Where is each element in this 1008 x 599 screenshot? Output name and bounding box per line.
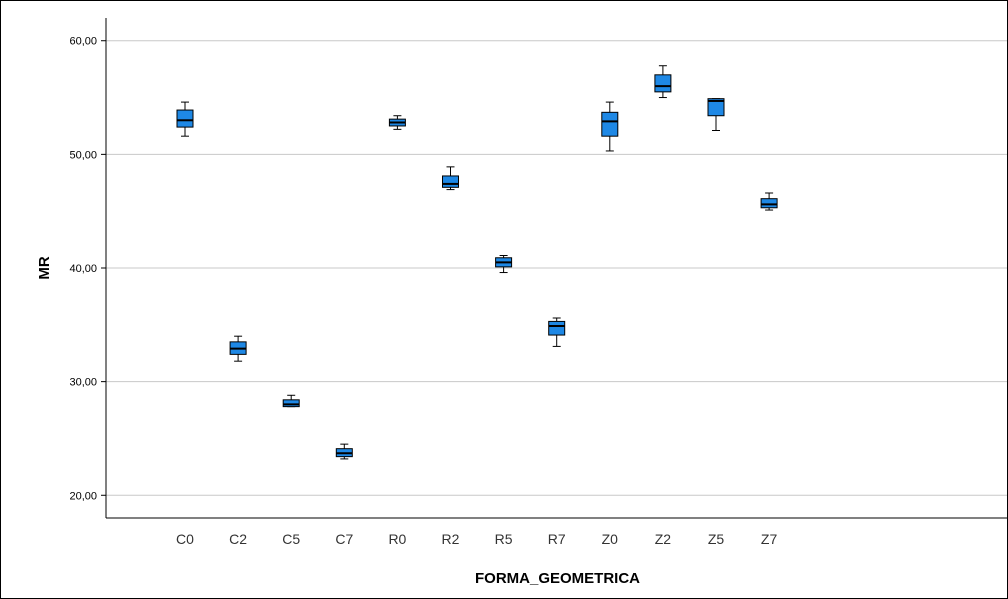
y-axis-title: MR: [36, 256, 53, 279]
box-C5: [282, 394, 300, 408]
y-tick-label: 20,00: [69, 490, 97, 502]
x-tick-label: C7: [335, 531, 353, 547]
box-R7: [548, 317, 566, 347]
x-tick-label: R5: [495, 531, 513, 547]
x-tick-label: Z2: [655, 531, 672, 547]
box-C0: [176, 101, 194, 137]
boxes: [176, 65, 778, 460]
box-R5: [495, 255, 513, 274]
gridlines: [106, 40, 1007, 496]
x-tick-label: C5: [282, 531, 300, 547]
x-tick-label: C2: [229, 531, 247, 547]
box-Z7: [760, 192, 778, 211]
box-Z0: [601, 101, 619, 152]
box-iqr: [282, 399, 300, 408]
box-iqr: [654, 74, 672, 93]
y-tick-label: 50,00: [69, 149, 97, 161]
x-tick-label: R0: [388, 531, 406, 547]
box-iqr: [760, 198, 778, 209]
box-R0: [388, 115, 406, 130]
box-R2: [442, 166, 459, 191]
x-axis-title: FORMA_GEOMETRICA: [475, 570, 640, 587]
x-tick-label: R2: [442, 531, 460, 547]
x-tick-label: Z5: [708, 531, 725, 547]
box-Z5: [707, 98, 725, 131]
box-iqr: [601, 111, 619, 137]
x-tick-label: C0: [176, 531, 194, 547]
labels: 20,00 30,00 40,00 50,00 60,00 C0 C2 C5 C7 R0 R2 R5 R…: [69, 36, 777, 547]
box-iqr: [707, 98, 725, 117]
x-tick-label: Z0: [602, 531, 619, 547]
x-tick-label: Z7: [761, 531, 778, 547]
box-C7: [335, 443, 353, 460]
y-tick-label: 40,00: [69, 263, 97, 275]
box-Z2: [654, 65, 672, 99]
x-tick-label: R7: [548, 531, 566, 547]
axes: [101, 18, 1007, 519]
y-tick-label: 60,00: [69, 36, 97, 48]
box-iqr: [548, 320, 566, 336]
box-iqr: [442, 175, 459, 188]
box-iqr: [176, 109, 194, 128]
box-C2: [229, 335, 247, 362]
y-tick-label: 30,00: [69, 377, 97, 389]
